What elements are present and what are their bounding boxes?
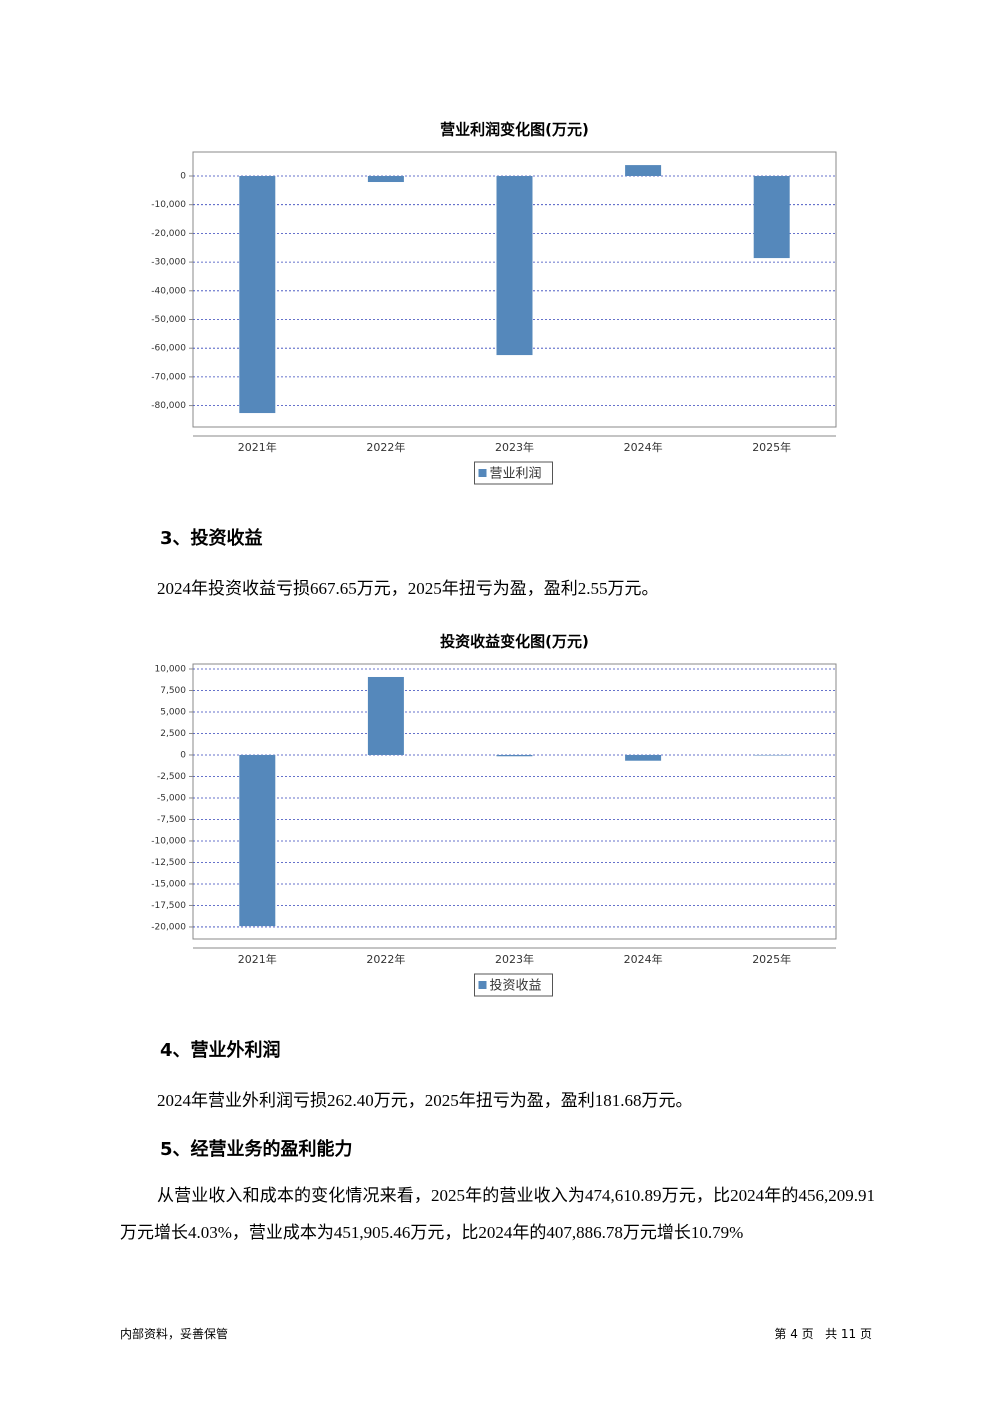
y-tick-label: -5,000 — [157, 793, 186, 803]
section-heading: 5、经营业务的盈利能力 — [160, 1139, 353, 1160]
y-tick-label: -12,500 — [151, 858, 186, 868]
x-tick-label: 2023年 — [495, 440, 534, 454]
y-tick-label: 5,000 — [160, 707, 186, 717]
legend-label: 投资收益 — [490, 978, 542, 994]
bar — [239, 754, 276, 927]
y-tick-label: -40,000 — [151, 286, 186, 296]
bar — [625, 754, 662, 761]
footer-left: 内部资料，妥善保管 — [120, 1327, 229, 1341]
x-tick-label: 2025年 — [752, 440, 791, 454]
y-tick-label: -15,000 — [151, 879, 186, 889]
x-tick-label: 2021年 — [238, 952, 277, 966]
bar — [496, 175, 533, 356]
y-tick-label: -10,000 — [151, 200, 186, 210]
y-tick-label: -80,000 — [151, 401, 186, 411]
bar — [753, 754, 790, 756]
y-tick-label: -60,000 — [151, 344, 186, 354]
x-tick-label: 2023年 — [495, 952, 534, 966]
bar — [753, 175, 790, 259]
y-tick-label: -20,000 — [151, 922, 186, 932]
y-tick-label: -7,500 — [157, 815, 186, 825]
bar — [239, 175, 276, 414]
footer-right: 第 4 页 共 11 页 — [774, 1327, 872, 1341]
x-tick-label: 2024年 — [624, 952, 663, 966]
bar — [625, 165, 662, 176]
paragraph: 2024年营业外利润亏损262.40万元，2025年扭亏为盈，盈利181.68万… — [157, 1091, 693, 1110]
section-heading: 3、投资收益 — [160, 528, 263, 549]
y-tick-label: 0 — [180, 750, 186, 760]
chart: 营业利润变化图(万元) 0 -10,000 -20,000 -30,000 -40,000… — [151, 121, 837, 485]
plot-area — [192, 663, 837, 940]
paragraph: 2024年投资收益亏损667.65万元，2025年扭亏为盈，盈利2.55万元。 — [157, 579, 659, 598]
y-tick-label: 7,500 — [160, 686, 186, 696]
y-tick-label: -70,000 — [151, 372, 186, 382]
x-tick-label: 2021年 — [238, 440, 277, 454]
legend-box — [474, 973, 553, 997]
chart-title: 投资收益变化图(万元) — [440, 633, 589, 651]
paragraph: 从营业收入和成本的变化情况来看，2025年的营业收入为474,610.89万元，… — [120, 1186, 875, 1242]
x-tick-label: 2025年 — [752, 952, 791, 966]
y-tick-label: 2,500 — [160, 729, 186, 739]
x-tick-label: 2022年 — [366, 952, 405, 966]
y-tick-label: -17,500 — [151, 901, 186, 911]
chart: 投资收益变化图(万元) 10,000 7,500 5,000 2,500 0 -2,500 -… — [151, 633, 837, 997]
y-tick-label: -20,000 — [151, 229, 186, 239]
y-tick-label: 10,000 — [155, 664, 187, 674]
y-tick-label: -30,000 — [151, 258, 186, 268]
y-tick-label: 0 — [180, 171, 186, 181]
chart-title: 营业利润变化图(万元) — [440, 121, 589, 139]
x-tick-label: 2024年 — [624, 440, 663, 454]
bar — [367, 676, 404, 755]
legend-swatch — [478, 469, 487, 477]
y-tick-label: -2,500 — [157, 772, 186, 782]
bar — [367, 175, 404, 183]
section-heading: 4、营业外利润 — [160, 1040, 281, 1061]
bar — [496, 754, 533, 757]
x-tick-label: 2022年 — [366, 440, 405, 454]
legend-label: 营业利润 — [490, 467, 542, 482]
legend-swatch — [478, 981, 487, 989]
y-tick-label: -50,000 — [151, 315, 186, 325]
y-tick-label: -10,000 — [151, 836, 186, 846]
legend-box — [474, 461, 553, 485]
